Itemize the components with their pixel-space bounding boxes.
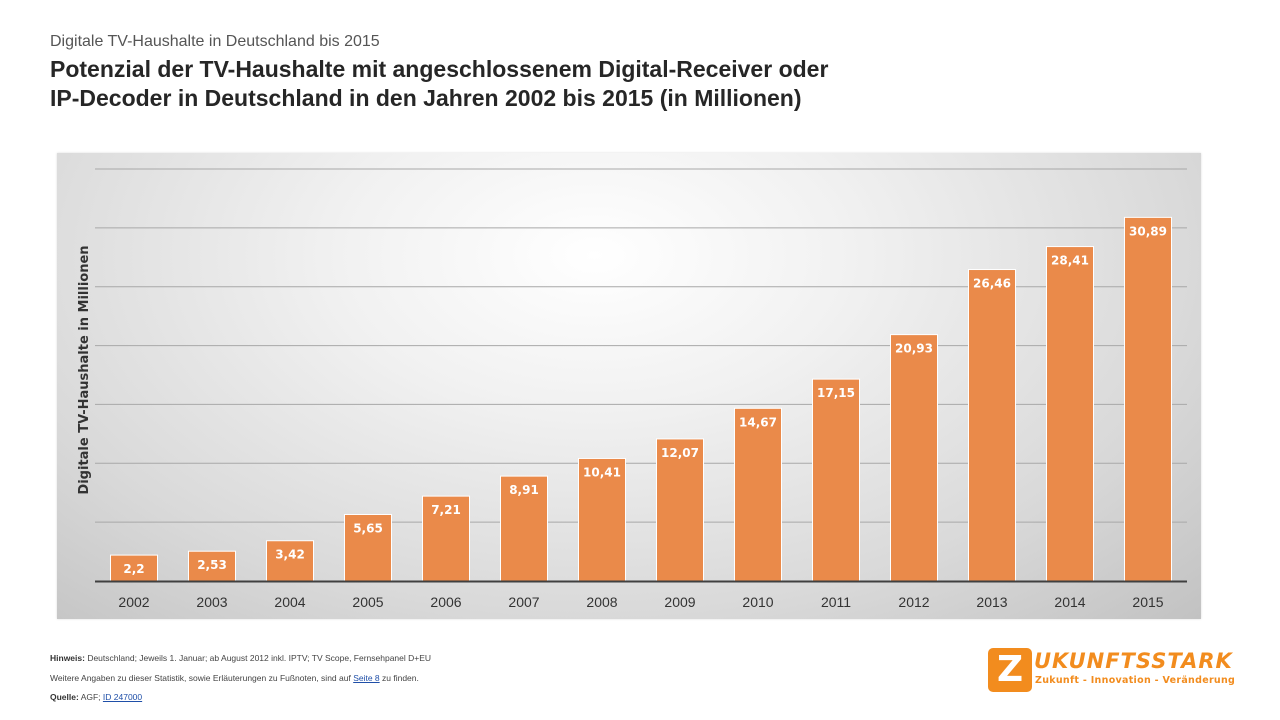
x-tick-label-2005: 2005: [352, 594, 383, 610]
data-label-2010: 14,67: [739, 415, 777, 429]
source-text: AGF;: [78, 692, 103, 702]
footnote-label: Hinweis:: [50, 653, 85, 663]
data-label-2008: 10,41: [583, 465, 621, 479]
x-tick-label-2013: 2013: [976, 594, 1007, 610]
x-tick-label-2008: 2008: [586, 594, 617, 610]
bar-2014: [1046, 246, 1094, 582]
logo-wordmark: UKUNFTSSTARK: [1034, 649, 1233, 673]
logo-mark: Z: [988, 648, 1032, 692]
x-tick-label-2004: 2004: [274, 594, 305, 610]
y-axis-label: Digitale TV-Haushalte in Millionen: [77, 245, 92, 495]
bar-2015: [1124, 216, 1172, 582]
x-tick-label-2014: 2014: [1054, 594, 1085, 610]
footnote-more-suffix: zu finden.: [379, 673, 419, 683]
bar-chart: 2,2 2002 2,53 2003 3,42 2004 5,65 2005 7,21 2006 8…: [95, 168, 1187, 610]
data-label-2004: 3,42: [275, 548, 305, 562]
logo-tagline: Zukunft - Innovation - Veränderung: [1035, 675, 1236, 686]
data-label-2013: 26,46: [973, 277, 1011, 291]
bar-2006: [422, 495, 470, 582]
x-tick-label-2010: 2010: [742, 594, 773, 610]
x-tick-label-2007: 2007: [508, 594, 539, 610]
data-label-2014: 28,41: [1051, 254, 1089, 268]
bar-2004: [266, 540, 314, 582]
x-tick-label-2011: 2011: [821, 594, 851, 610]
x-tick-label-2006: 2006: [430, 594, 461, 610]
x-tick-label-2012: 2012: [898, 594, 929, 610]
data-label-2006: 7,21: [431, 503, 461, 517]
x-tick-label-2002: 2002: [118, 594, 149, 610]
chart-title-line1: Potenzial der TV-Haushalte mit angeschlo…: [50, 56, 829, 82]
data-label-2015: 30,89: [1129, 224, 1167, 238]
bar-2013: [968, 269, 1016, 582]
data-label-2005: 5,65: [353, 521, 383, 535]
data-label-2011: 17,15: [817, 386, 855, 400]
bar-2009: [656, 438, 704, 582]
zukunftsstark-logo: Z UKUNFTSSTARK Zukunft - Innovation - Ve…: [988, 646, 1238, 694]
source-id-link[interactable]: ID 247000: [102, 692, 143, 702]
chart-panel: 2,2 2002 2,53 2003 3,42 2004 5,65 2005 7,21 2006 8…: [57, 153, 1201, 619]
data-label-2003: 2,53: [197, 558, 227, 572]
x-tick-label-2003: 2003: [196, 594, 227, 610]
kicker: Digitale TV-Haushalte in Deutschland bis…: [50, 33, 380, 50]
bar-2003: [188, 550, 236, 582]
footnote-more-text: Weitere Angaben zu dieser Statistik, sow…: [50, 673, 354, 683]
x-tick-label-2009: 2009: [664, 594, 695, 610]
bar-2007: [500, 475, 548, 582]
chart-title: Potenzial der TV-Haushalte mit angeschlo…: [50, 55, 950, 113]
chart-title-line2: IP-Decoder in Deutschland in den Jahren …: [50, 85, 802, 111]
footnote-text: Deutschland; Jeweils 1. Januar; ab Augus…: [84, 653, 432, 663]
data-label-2009: 12,07: [661, 446, 699, 460]
source-label: Quelle:: [50, 692, 79, 702]
data-label-2007: 8,91: [509, 483, 539, 497]
footnote-more: Weitere Angaben zu dieser Statistik, sow…: [50, 673, 419, 683]
footnote-hinweis: Hinweis: Deutschland; Jeweils 1. Januar;…: [50, 653, 431, 663]
bar-2011: [812, 378, 860, 582]
x-tick-label-2015: 2015: [1132, 594, 1163, 610]
data-label-2002: 2,2: [123, 562, 144, 576]
page-link[interactable]: Seite 8: [353, 673, 380, 683]
bar-2008: [578, 457, 626, 582]
bar-2010: [734, 407, 782, 582]
bar-2005: [344, 513, 392, 582]
bar-2012: [890, 334, 938, 582]
source-line: Quelle: AGF; ID 247000: [50, 692, 142, 702]
data-label-2012: 20,93: [895, 342, 933, 356]
